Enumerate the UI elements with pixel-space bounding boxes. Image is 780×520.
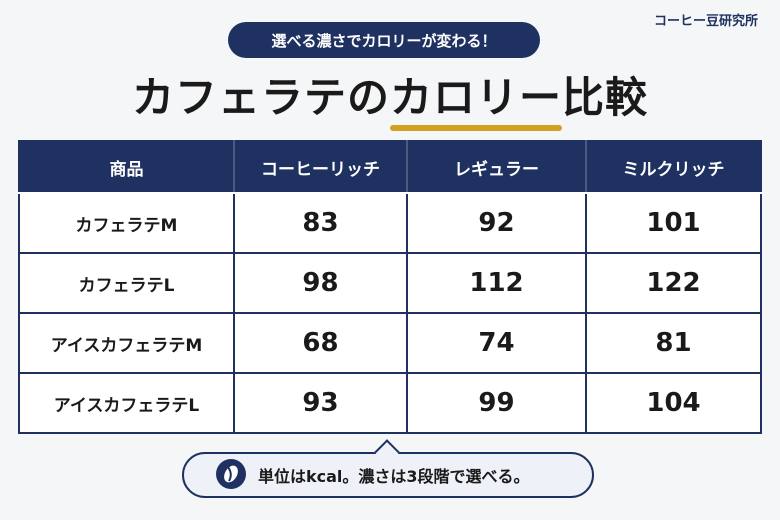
- note-text: 単位はkcal。濃さは3段階で選べる。: [258, 467, 530, 486]
- product-name: アイスカフェラテM: [18, 312, 235, 374]
- calorie-value: 104: [585, 372, 762, 434]
- header-cell: 商品: [18, 140, 235, 194]
- calorie-value: 83: [233, 192, 408, 254]
- header-cell: レギュラー: [406, 140, 587, 194]
- title: カフェラテのカロリー比較: [0, 64, 780, 131]
- table-row: アイスカフェラテL 93 99 104: [18, 372, 762, 434]
- calorie-table: 商品 コーヒーリッチ レギュラー ミルクリッチ カフェラテM 83 92 101 カフェラテL…: [18, 140, 762, 434]
- calorie-value: 98: [233, 252, 408, 314]
- product-name: アイスカフェラテL: [18, 372, 235, 434]
- table-row: カフェラテM 83 92 101: [18, 192, 762, 254]
- title-text: 比較: [562, 73, 649, 122]
- note-box: 単位はkcal。濃さは3段階で選べる。: [182, 439, 594, 498]
- header-cell: ミルクリッチ: [585, 140, 762, 194]
- calorie-value: 74: [406, 312, 587, 374]
- product-name: カフェラテM: [18, 192, 235, 254]
- calorie-value: 101: [585, 192, 762, 254]
- calorie-value: 112: [406, 252, 587, 314]
- bean-icon: [216, 459, 246, 489]
- table-body: カフェラテM 83 92 101 カフェラテL 98 112 122 アイスカフェラテM 68 74…: [18, 192, 762, 434]
- calorie-value: 68: [233, 312, 408, 374]
- badge: 選べる濃さでカロリーが変わる！: [228, 22, 540, 58]
- brand: コーヒー豆研究所: [653, 14, 758, 29]
- calorie-value: 99: [406, 372, 587, 434]
- title-highlight: カロリー: [389, 64, 563, 131]
- title-text: カフェラテの: [131, 73, 390, 122]
- table-row: アイスカフェラテM 68 74 81: [18, 312, 762, 374]
- calorie-value: 93: [233, 372, 408, 434]
- product-name: カフェラテL: [18, 252, 235, 314]
- calorie-value: 122: [585, 252, 762, 314]
- table-row: カフェラテL 98 112 122: [18, 252, 762, 314]
- header-cell: コーヒーリッチ: [233, 140, 408, 194]
- calorie-value: 92: [406, 192, 587, 254]
- header-row: 商品 コーヒーリッチ レギュラー ミルクリッチ: [18, 140, 762, 194]
- calorie-value: 81: [585, 312, 762, 374]
